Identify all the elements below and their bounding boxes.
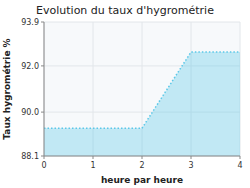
y-tick: [41, 22, 44, 23]
x-tick: [142, 156, 143, 159]
y-axis-label: Taux hygrométrie %: [2, 38, 12, 139]
y-tick: [41, 112, 44, 113]
x-tick-label: 1: [90, 161, 95, 170]
y-tick-label: 88.1: [21, 152, 39, 161]
area: [44, 52, 240, 156]
y-tick: [41, 65, 44, 66]
chart: 0 1 2 3 4 88.1 90.0 92.0 93.9 heure par heure Taux…: [0, 0, 250, 188]
plot-background: [44, 22, 240, 156]
title: Evolution du taux d'hygrométrie: [36, 4, 214, 17]
x-tick-label: 0: [41, 161, 46, 170]
y-tick-label: 90.0: [21, 108, 39, 117]
chart-container: 0 1 2 3 4 88.1 90.0 92.0 93.9 heure par heure Taux…: [0, 0, 250, 188]
axes: 0 1 2 3 4 88.1 90.0 92.0 93.9: [21, 18, 242, 170]
x-tick: [240, 156, 241, 159]
y-tick-label: 93.9: [21, 18, 39, 27]
x-tick-label: 3: [188, 161, 193, 170]
x-tick-label: 2: [139, 161, 144, 170]
x-axis-label: heure par heure: [101, 175, 183, 185]
data-layer: [44, 52, 240, 156]
y-tick: [41, 156, 44, 157]
grid: [44, 22, 240, 156]
y-tick-label: 92.0: [21, 62, 39, 71]
y-axis-line: [44, 22, 45, 156]
x-tick: [191, 156, 192, 159]
x-tick-label: 4: [237, 161, 242, 170]
line: [44, 52, 240, 128]
x-grid-line: [44, 22, 45, 156]
x-tick: [93, 156, 94, 159]
